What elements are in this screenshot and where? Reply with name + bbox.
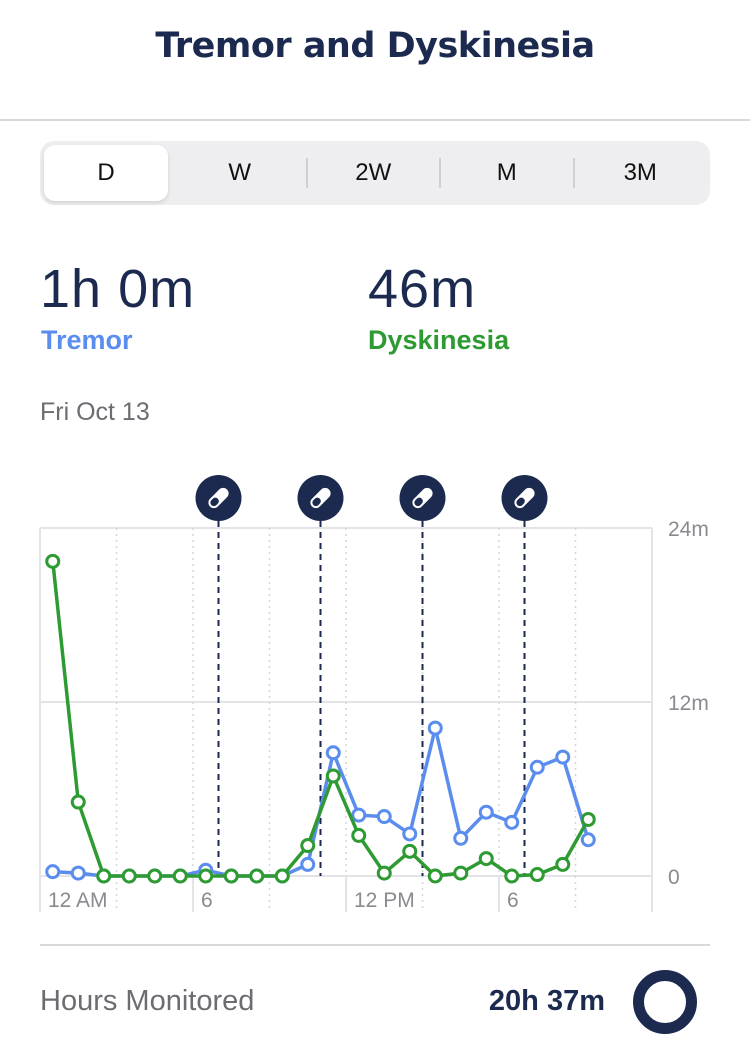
pill-icon-capsule [310, 487, 331, 509]
tremor-data-point[interactable] [325, 745, 341, 761]
dyskinesia-data-point[interactable] [351, 827, 367, 843]
y-tick-label: 0 [668, 866, 680, 889]
tremor-data-point[interactable] [300, 856, 316, 872]
footer-divider [40, 944, 710, 946]
pill-icon-capsule [208, 487, 229, 509]
tremor-label: Tremor [41, 325, 133, 355]
progress-ring-icon [633, 970, 697, 1034]
y-tick-label: 12m [668, 692, 709, 715]
x-tick-label: 12 PM [354, 889, 415, 912]
y-tick-label: 24m [668, 518, 709, 541]
tremor-data-point[interactable] [402, 826, 418, 842]
hours-monitored-value: 20h 37m [488, 985, 605, 1017]
tremor-data-point[interactable] [529, 759, 545, 775]
tremor-data-point[interactable] [478, 804, 494, 820]
dyskinesia-data-point[interactable] [555, 856, 571, 872]
time-range-segmented-control: D W 2W M 3M [40, 141, 710, 205]
tremor-data-point[interactable] [45, 864, 61, 880]
segment-separator [439, 158, 441, 188]
dyskinesia-data-point[interactable] [274, 868, 290, 884]
tremor-data-point[interactable] [376, 809, 392, 825]
pill-capsule-half [414, 497, 423, 507]
dyskinesia-data-point[interactable] [147, 868, 163, 884]
segment-separator [305, 158, 308, 188]
dyskinesia-label: Dyskinesia [368, 325, 510, 355]
header-divider [0, 119, 750, 121]
dyskinesia-duration-value: 46m [368, 259, 477, 319]
dyskinesia-data-point[interactable] [198, 868, 214, 884]
segment-three-months[interactable]: 3M [623, 159, 657, 186]
tremor-data-point[interactable] [70, 865, 86, 881]
dyskinesia-data-point[interactable] [300, 838, 316, 854]
dyskinesia-data-point[interactable] [249, 868, 265, 884]
x-tick-label: 12 AM [48, 889, 108, 912]
tremor-data-point[interactable] [453, 830, 469, 846]
segment-two-weeks[interactable]: 2W [355, 159, 392, 186]
tremor-dyskinesia-chart[interactable]: 24m 12m 0 12 AM 6 12 PM 6 [0, 470, 750, 920]
hours-monitored-label: Hours Monitored [40, 985, 255, 1017]
tremor-data-point[interactable] [427, 720, 443, 736]
dyskinesia-data-point[interactable] [427, 868, 443, 884]
segment-week[interactable]: W [228, 159, 252, 186]
dyskinesia-data-point[interactable] [529, 867, 545, 883]
dyskinesia-data-point[interactable] [402, 843, 418, 859]
tremor-data-point[interactable] [351, 807, 367, 823]
tremor-data-point[interactable] [555, 749, 571, 765]
pill-capsule-half [210, 497, 219, 507]
tremor-duration-value: 1h 0m [40, 259, 196, 319]
segment-month[interactable]: M [496, 159, 517, 186]
dyskinesia-data-point[interactable] [96, 868, 112, 884]
pill-capsule-half [312, 497, 321, 507]
dyskinesia-data-point[interactable] [580, 811, 596, 827]
page-title: Tremor and Dyskinesia [155, 26, 595, 66]
dyskinesia-data-point[interactable] [376, 865, 392, 881]
dyskinesia-data-point[interactable] [172, 868, 188, 884]
date-label: Fri Oct 13 [40, 398, 150, 426]
tremor-data-point[interactable] [504, 814, 520, 830]
dyskinesia-series-line [51, 561, 590, 878]
pill-icon-capsule [412, 487, 433, 509]
dyskinesia-data-point[interactable] [121, 868, 137, 884]
segment-day[interactable]: D [44, 145, 168, 201]
segment-separator [572, 158, 575, 188]
pill-icon-capsule [514, 487, 535, 509]
dyskinesia-data-point[interactable] [325, 768, 341, 784]
dyskinesia-data-point[interactable] [504, 868, 520, 884]
x-tick-label: 6 [507, 889, 519, 912]
pill-capsule-half [516, 497, 525, 507]
x-tick-label: 6 [201, 889, 213, 912]
dyskinesia-data-point[interactable] [453, 865, 469, 881]
dyskinesia-data-point[interactable] [223, 868, 239, 884]
tremor-data-point[interactable] [580, 832, 596, 848]
dyskinesia-data-point[interactable] [478, 851, 494, 867]
dyskinesia-data-point[interactable] [45, 553, 61, 569]
dyskinesia-data-point[interactable] [70, 794, 86, 810]
